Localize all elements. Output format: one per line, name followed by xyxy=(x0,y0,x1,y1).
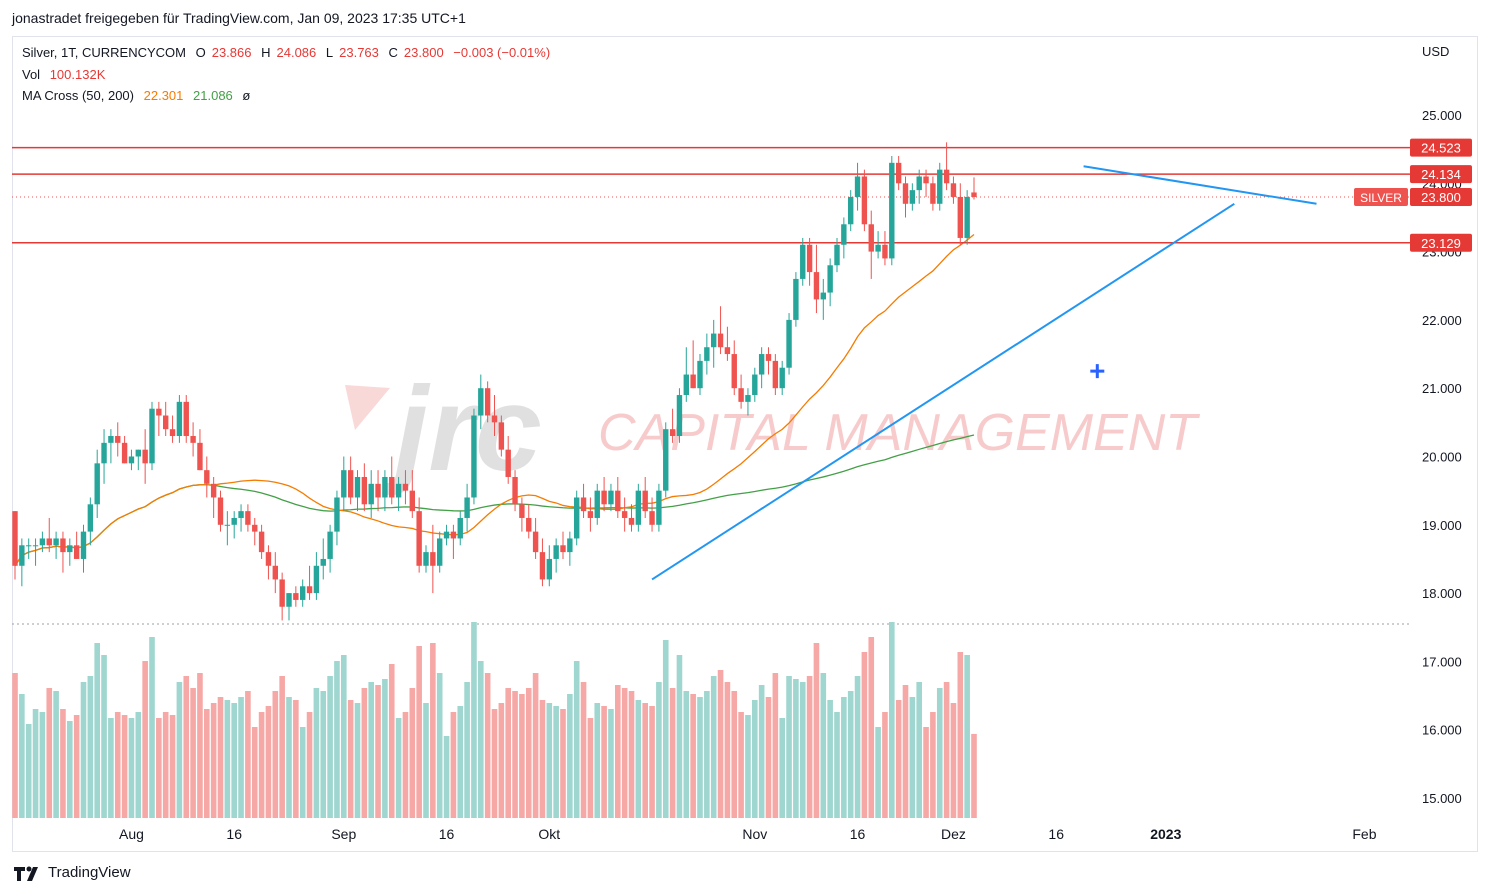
legend-vol-label[interactable]: Vol xyxy=(22,67,40,82)
legend-symbol-row: Silver, 1T, CURRENCYCOM O 23.866 H 24.086 … xyxy=(22,45,562,60)
share-header: jonastradet freigegeben für TradingView.… xyxy=(12,10,466,26)
tradingview-logo-icon xyxy=(14,865,42,881)
legend-vol-value: 100.132K xyxy=(50,67,106,82)
legend-ma-label[interactable]: MA Cross (50, 200) xyxy=(22,88,134,103)
legend-ma-symbol: ø xyxy=(242,88,250,103)
legend-ohlc: O 23.866 H 24.086 L 23.763 C 23.800 −0.003 (… xyxy=(196,45,557,60)
chart-frame xyxy=(12,36,1478,852)
legend-close-label: C xyxy=(389,45,398,60)
legend-low-value: 23.763 xyxy=(339,45,379,60)
legend-low-label: L xyxy=(326,45,333,60)
legend-volume-row: Vol 100.132K xyxy=(22,67,111,82)
legend-ma-row: MA Cross (50, 200) 22.301 21.086 ø xyxy=(22,88,256,103)
footer-brand: TradingView xyxy=(48,864,131,881)
legend-high-label: H xyxy=(261,45,270,60)
footer[interactable]: TradingView xyxy=(14,864,131,881)
legend-high-value: 24.086 xyxy=(277,45,317,60)
legend-ma200-value: 21.086 xyxy=(193,88,233,103)
legend-change: −0.003 (−0.01%) xyxy=(453,45,550,60)
legend-open-label: O xyxy=(196,45,206,60)
legend-open-value: 23.866 xyxy=(212,45,252,60)
legend-symbol[interactable]: Silver, 1T, CURRENCYCOM xyxy=(22,45,186,60)
legend-ma50-value: 22.301 xyxy=(144,88,184,103)
legend-close-value: 23.800 xyxy=(404,45,444,60)
